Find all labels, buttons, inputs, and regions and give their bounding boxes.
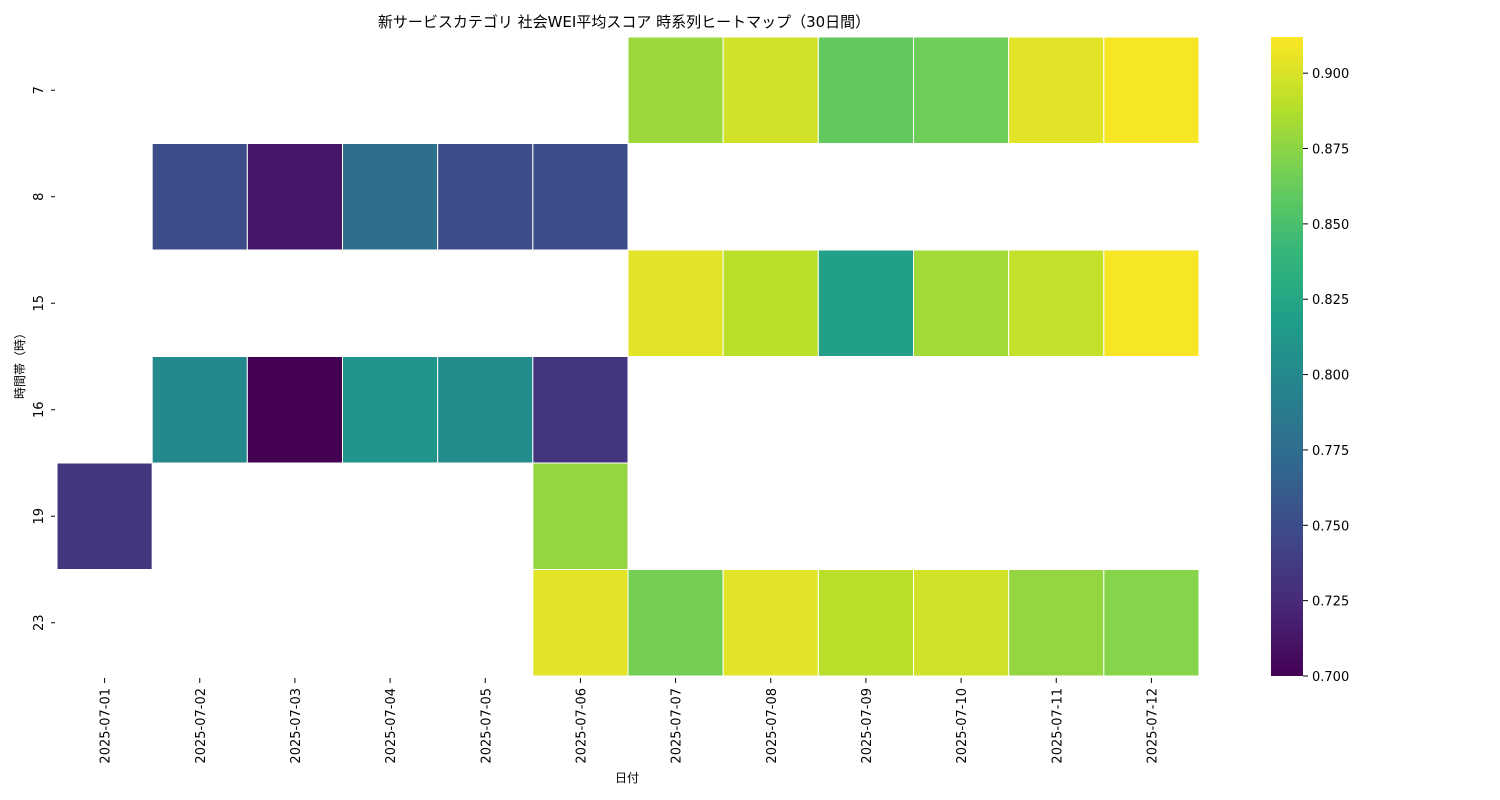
heatmap-cell	[913, 569, 1010, 677]
heatmap-cell	[722, 569, 819, 677]
heatmap-cells	[56, 36, 1200, 677]
heatmap-cell	[722, 36, 819, 144]
colorbar-tick-label: 0.900	[1312, 67, 1349, 82]
heatmap-cell	[1008, 569, 1105, 677]
heatmap-cell	[627, 36, 724, 144]
x-tick-label: 2025-07-03	[289, 688, 304, 764]
heatmap-cell	[532, 356, 629, 464]
heatmap-cell	[151, 143, 248, 251]
y-tick-label: 19	[32, 508, 47, 525]
y-tick-label: 8	[32, 193, 47, 201]
heatmap-cell	[246, 356, 343, 464]
heatmap-cell	[913, 249, 1010, 357]
heatmap-cell	[532, 569, 629, 677]
heatmap-cell	[1103, 249, 1200, 357]
chart-title: 新サービスカテゴリ 社会WEI平均スコア 時系列ヒートマップ（30日間）	[378, 13, 870, 31]
colorbar-tick-label: 0.800	[1312, 369, 1349, 384]
y-tick-label: 15	[32, 295, 47, 312]
heatmap-cell	[817, 569, 914, 677]
y-tick-label: 23	[32, 614, 47, 631]
x-tick-label: 2025-07-10	[955, 688, 970, 764]
x-tick-label: 2025-07-08	[765, 688, 780, 764]
colorbar	[1271, 37, 1303, 676]
heatmap-cell	[437, 356, 534, 464]
colorbar-tick-label: 0.825	[1312, 293, 1349, 308]
y-tick-label: 7	[32, 86, 47, 94]
heatmap-cell	[532, 462, 629, 570]
heatmap-cell	[627, 569, 724, 677]
colorbar-tick-label: 0.725	[1312, 595, 1349, 610]
heatmap-cell	[532, 143, 629, 251]
x-tick-label: 2025-07-09	[860, 688, 875, 764]
heatmap-cell	[151, 356, 248, 464]
heatmap-cell	[1103, 569, 1200, 677]
colorbar-tick-label: 0.775	[1312, 444, 1349, 459]
heatmap-cell	[437, 143, 534, 251]
colorbar-tick-label: 0.875	[1312, 143, 1349, 158]
heatmap-cell	[56, 462, 153, 570]
heatmap-cell	[627, 249, 724, 357]
x-axis-label: 日付	[615, 771, 639, 785]
colorbar-tick-label: 0.850	[1312, 218, 1349, 233]
heatmap-cell	[342, 356, 439, 464]
y-axis-ticks: 7 8 15 16 19 23	[32, 86, 55, 631]
x-axis-ticks: 2025-07-01 2025-07-02 2025-07-03 2025-07-04…	[99, 678, 1160, 764]
colorbar-tick-label: 0.750	[1312, 519, 1349, 534]
x-tick-label: 2025-07-07	[670, 688, 685, 764]
x-tick-label: 2025-07-02	[194, 688, 209, 764]
x-tick-label: 2025-07-11	[1050, 688, 1065, 764]
colorbar-tick-label: 0.700	[1312, 670, 1349, 685]
heatmap-cell	[913, 36, 1010, 144]
heatmap-cell	[1008, 36, 1105, 144]
heatmap-cell	[342, 143, 439, 251]
heatmap-cell	[817, 249, 914, 357]
heatmap-cell	[722, 249, 819, 357]
heatmap-cell	[1103, 36, 1200, 144]
x-tick-label: 2025-07-04	[384, 688, 399, 764]
colorbar-ticks: 0.700 0.725 0.750 0.775 0.800 0.825 0.850 0.875…	[1303, 67, 1349, 685]
y-tick-label: 16	[32, 401, 47, 418]
heatmap-cell	[246, 143, 343, 251]
x-tick-label: 2025-07-05	[479, 688, 494, 764]
y-axis-label: 時間帯（時）	[13, 327, 27, 399]
x-tick-label: 2025-07-12	[1145, 688, 1160, 764]
x-tick-label: 2025-07-01	[99, 688, 114, 764]
heatmap-cell	[817, 36, 914, 144]
heatmap-cell	[1008, 249, 1105, 357]
x-tick-label: 2025-07-06	[574, 688, 589, 764]
